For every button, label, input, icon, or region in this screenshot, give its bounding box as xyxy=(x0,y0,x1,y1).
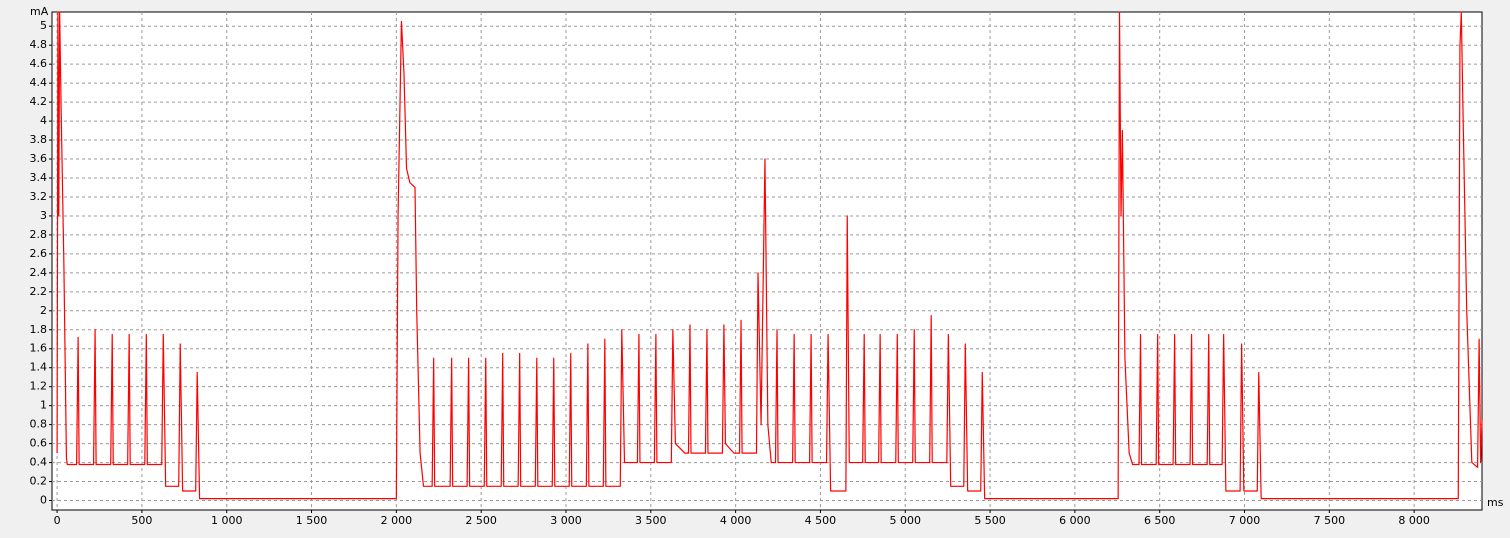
y-tick-label: 2 xyxy=(40,304,47,317)
x-tick-label: 1 500 xyxy=(296,514,328,527)
x-tick-label: 500 xyxy=(131,514,152,527)
x-tick-label: 8 000 xyxy=(1398,514,1430,527)
y-tick-label: 0.8 xyxy=(30,418,48,431)
y-tick-label: 1.2 xyxy=(30,380,48,393)
y-tick-label: 0.2 xyxy=(30,475,48,488)
x-axis-unit: ms xyxy=(1487,496,1504,509)
x-tick-label: 6 500 xyxy=(1144,514,1176,527)
y-tick-label: 3.6 xyxy=(30,152,48,165)
x-tick-label: 2 000 xyxy=(381,514,413,527)
x-tick-label: 4 500 xyxy=(805,514,837,527)
data-line xyxy=(56,11,1483,500)
plot-area xyxy=(51,11,1483,511)
y-tick-label: 3.8 xyxy=(30,133,48,146)
x-tick-label: 3 500 xyxy=(635,514,667,527)
y-tick-label: 2.2 xyxy=(30,285,48,298)
y-tick-label: 0 xyxy=(40,494,47,507)
y-tick-label: 4.2 xyxy=(30,95,48,108)
y-tick-label: 2.4 xyxy=(30,266,48,279)
y-tick-label: 2.6 xyxy=(30,247,48,260)
x-tick-label: 2 500 xyxy=(465,514,497,527)
y-tick-label: 4 xyxy=(40,114,47,127)
y-tick-label: 4.4 xyxy=(30,76,48,89)
y-tick-label: 3.2 xyxy=(30,190,48,203)
x-tick-label: 6 000 xyxy=(1059,514,1091,527)
y-tick-label: 3.4 xyxy=(30,171,48,184)
y-tick-label: 1 xyxy=(40,399,47,412)
x-tick-label: 0 xyxy=(54,514,61,527)
y-tick-label: 1.6 xyxy=(30,342,48,355)
y-tick-label: 2.8 xyxy=(30,228,48,241)
x-tick-label: 5 000 xyxy=(890,514,922,527)
y-tick-label: 0.4 xyxy=(30,456,48,469)
y-axis-unit: mA xyxy=(30,5,49,18)
x-tick-label: 5 500 xyxy=(974,514,1006,527)
y-tick-label: 4.6 xyxy=(30,57,48,70)
x-tick-label: 7 000 xyxy=(1229,514,1261,527)
x-tick-label: 4 000 xyxy=(720,514,752,527)
y-tick-label: 4.8 xyxy=(30,38,48,51)
x-tick-label: 3 000 xyxy=(550,514,582,527)
x-tick-label: 7 500 xyxy=(1314,514,1346,527)
y-tick-label: 1.4 xyxy=(30,361,48,374)
y-tick-label: 5 xyxy=(40,19,47,32)
y-tick-label: 0.6 xyxy=(30,437,48,450)
x-tick-label: 1 000 xyxy=(211,514,243,527)
y-tick-label: 3 xyxy=(40,209,47,222)
y-tick-label: 1.8 xyxy=(30,323,48,336)
